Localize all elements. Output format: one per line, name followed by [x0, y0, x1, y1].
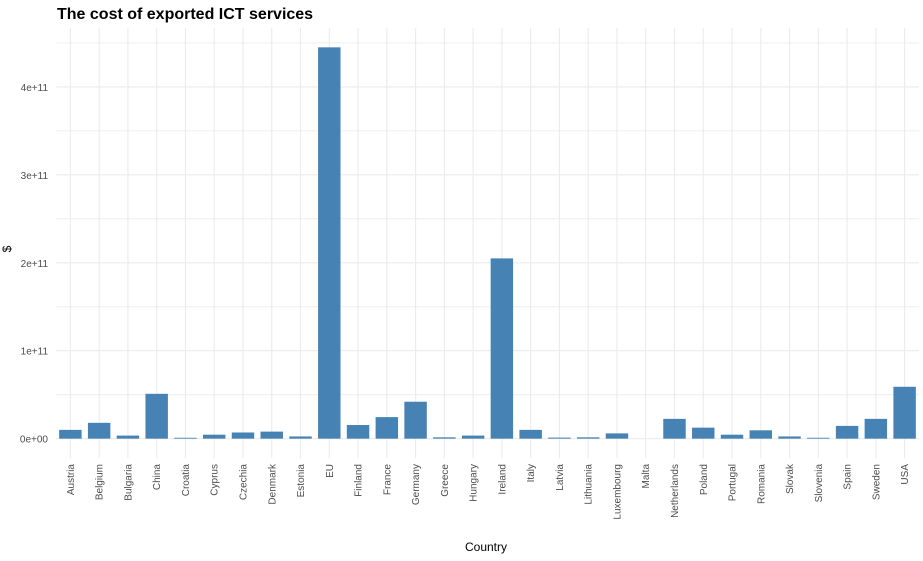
bar-italy: [519, 429, 542, 439]
x-tick-label: Cyprus: [210, 464, 221, 496]
x-tick-label: Greece: [440, 464, 451, 497]
x-tick-label: Slovenia: [814, 464, 825, 503]
y-tick-labels: 0e+00 1e+11 2e+11 3e+11 4e+11: [20, 83, 49, 446]
x-tick-label: Luxembourg: [612, 464, 623, 520]
bar-croatia: [174, 437, 197, 439]
x-tick-label: China: [152, 464, 163, 491]
bar-slovenia: [807, 437, 830, 439]
bar-cyprus: [202, 434, 226, 439]
x-tick-labels: Austria Belgium Bulgaria China Croatia Cyprus…: [66, 463, 911, 520]
bar-hungary: [461, 435, 485, 439]
y-axis-label: $: [0, 245, 14, 252]
x-tick-label: France: [382, 464, 393, 496]
bar-usa: [893, 386, 916, 439]
bar-poland: [692, 427, 715, 439]
bar-romania: [749, 430, 773, 439]
bar-china: [145, 393, 168, 439]
bar-czechia: [231, 432, 255, 439]
x-tick-label: Croatia: [181, 464, 192, 497]
x-tick-label: Belgium: [95, 464, 106, 500]
bar-sweden: [864, 418, 888, 439]
x-tick-label: Poland: [699, 464, 710, 495]
x-axis-label: Country: [465, 540, 507, 554]
bar-france: [375, 417, 399, 439]
bar-finland: [346, 425, 370, 439]
x-tick-label: Lithuania: [584, 464, 595, 505]
x-tick-label: Denmark: [267, 463, 278, 505]
x-tick-label: Spain: [843, 464, 854, 490]
bar-bulgaria: [116, 435, 140, 439]
bar-portugal: [720, 434, 744, 439]
bar-lithuania: [576, 437, 600, 439]
x-tick-label: Germany: [411, 464, 422, 505]
y-tick-label: 3e+11: [21, 171, 49, 182]
bar-ireland: [490, 258, 514, 439]
bar-netherlands: [663, 418, 686, 439]
bar-slovak: [778, 436, 801, 439]
x-tick-label: Bulgaria: [123, 464, 134, 501]
x-tick-label: Malta: [641, 464, 652, 489]
x-tick-label: EU: [325, 464, 336, 478]
bar-austria: [59, 429, 82, 439]
bar-estonia: [289, 436, 312, 439]
x-tick-label: Hungary: [469, 464, 480, 502]
chart-title: The cost of exported ICT services: [57, 6, 313, 23]
x-tick-label: Latvia: [555, 464, 566, 491]
bar-eu: [318, 47, 341, 439]
y-tick-label: 4e+11: [21, 83, 49, 94]
x-tick-label: Sweden: [871, 464, 882, 500]
grid-layer: [56, 28, 919, 458]
x-tick-label: Austria: [66, 464, 77, 496]
x-tick-label: Slovak: [785, 463, 796, 494]
bar-luxembourg: [605, 433, 629, 439]
bar-spain: [835, 425, 859, 439]
bar-layer: [59, 47, 916, 439]
x-tick-label: Netherlands: [670, 464, 681, 518]
bar-belgium: [87, 422, 111, 439]
y-tick-label: 0e+00: [20, 435, 49, 446]
x-tick-label: Portugal: [728, 464, 739, 501]
bar-latvia: [548, 437, 571, 439]
y-tick-label: 2e+11: [21, 259, 49, 270]
bar-denmark: [260, 431, 283, 439]
bar-germany: [404, 401, 427, 439]
x-tick-label: USA: [900, 464, 911, 485]
x-tick-label: Finland: [354, 464, 365, 497]
x-tick-label: Romania: [756, 464, 767, 504]
bar-greece: [433, 437, 456, 439]
x-tick-label: Italy: [526, 464, 537, 482]
x-tick-label: Czechia: [238, 464, 249, 501]
y-tick-label: 1e+11: [21, 347, 49, 358]
x-tick-label: Estonia: [296, 464, 307, 498]
x-tick-label: Ireland: [497, 464, 508, 495]
